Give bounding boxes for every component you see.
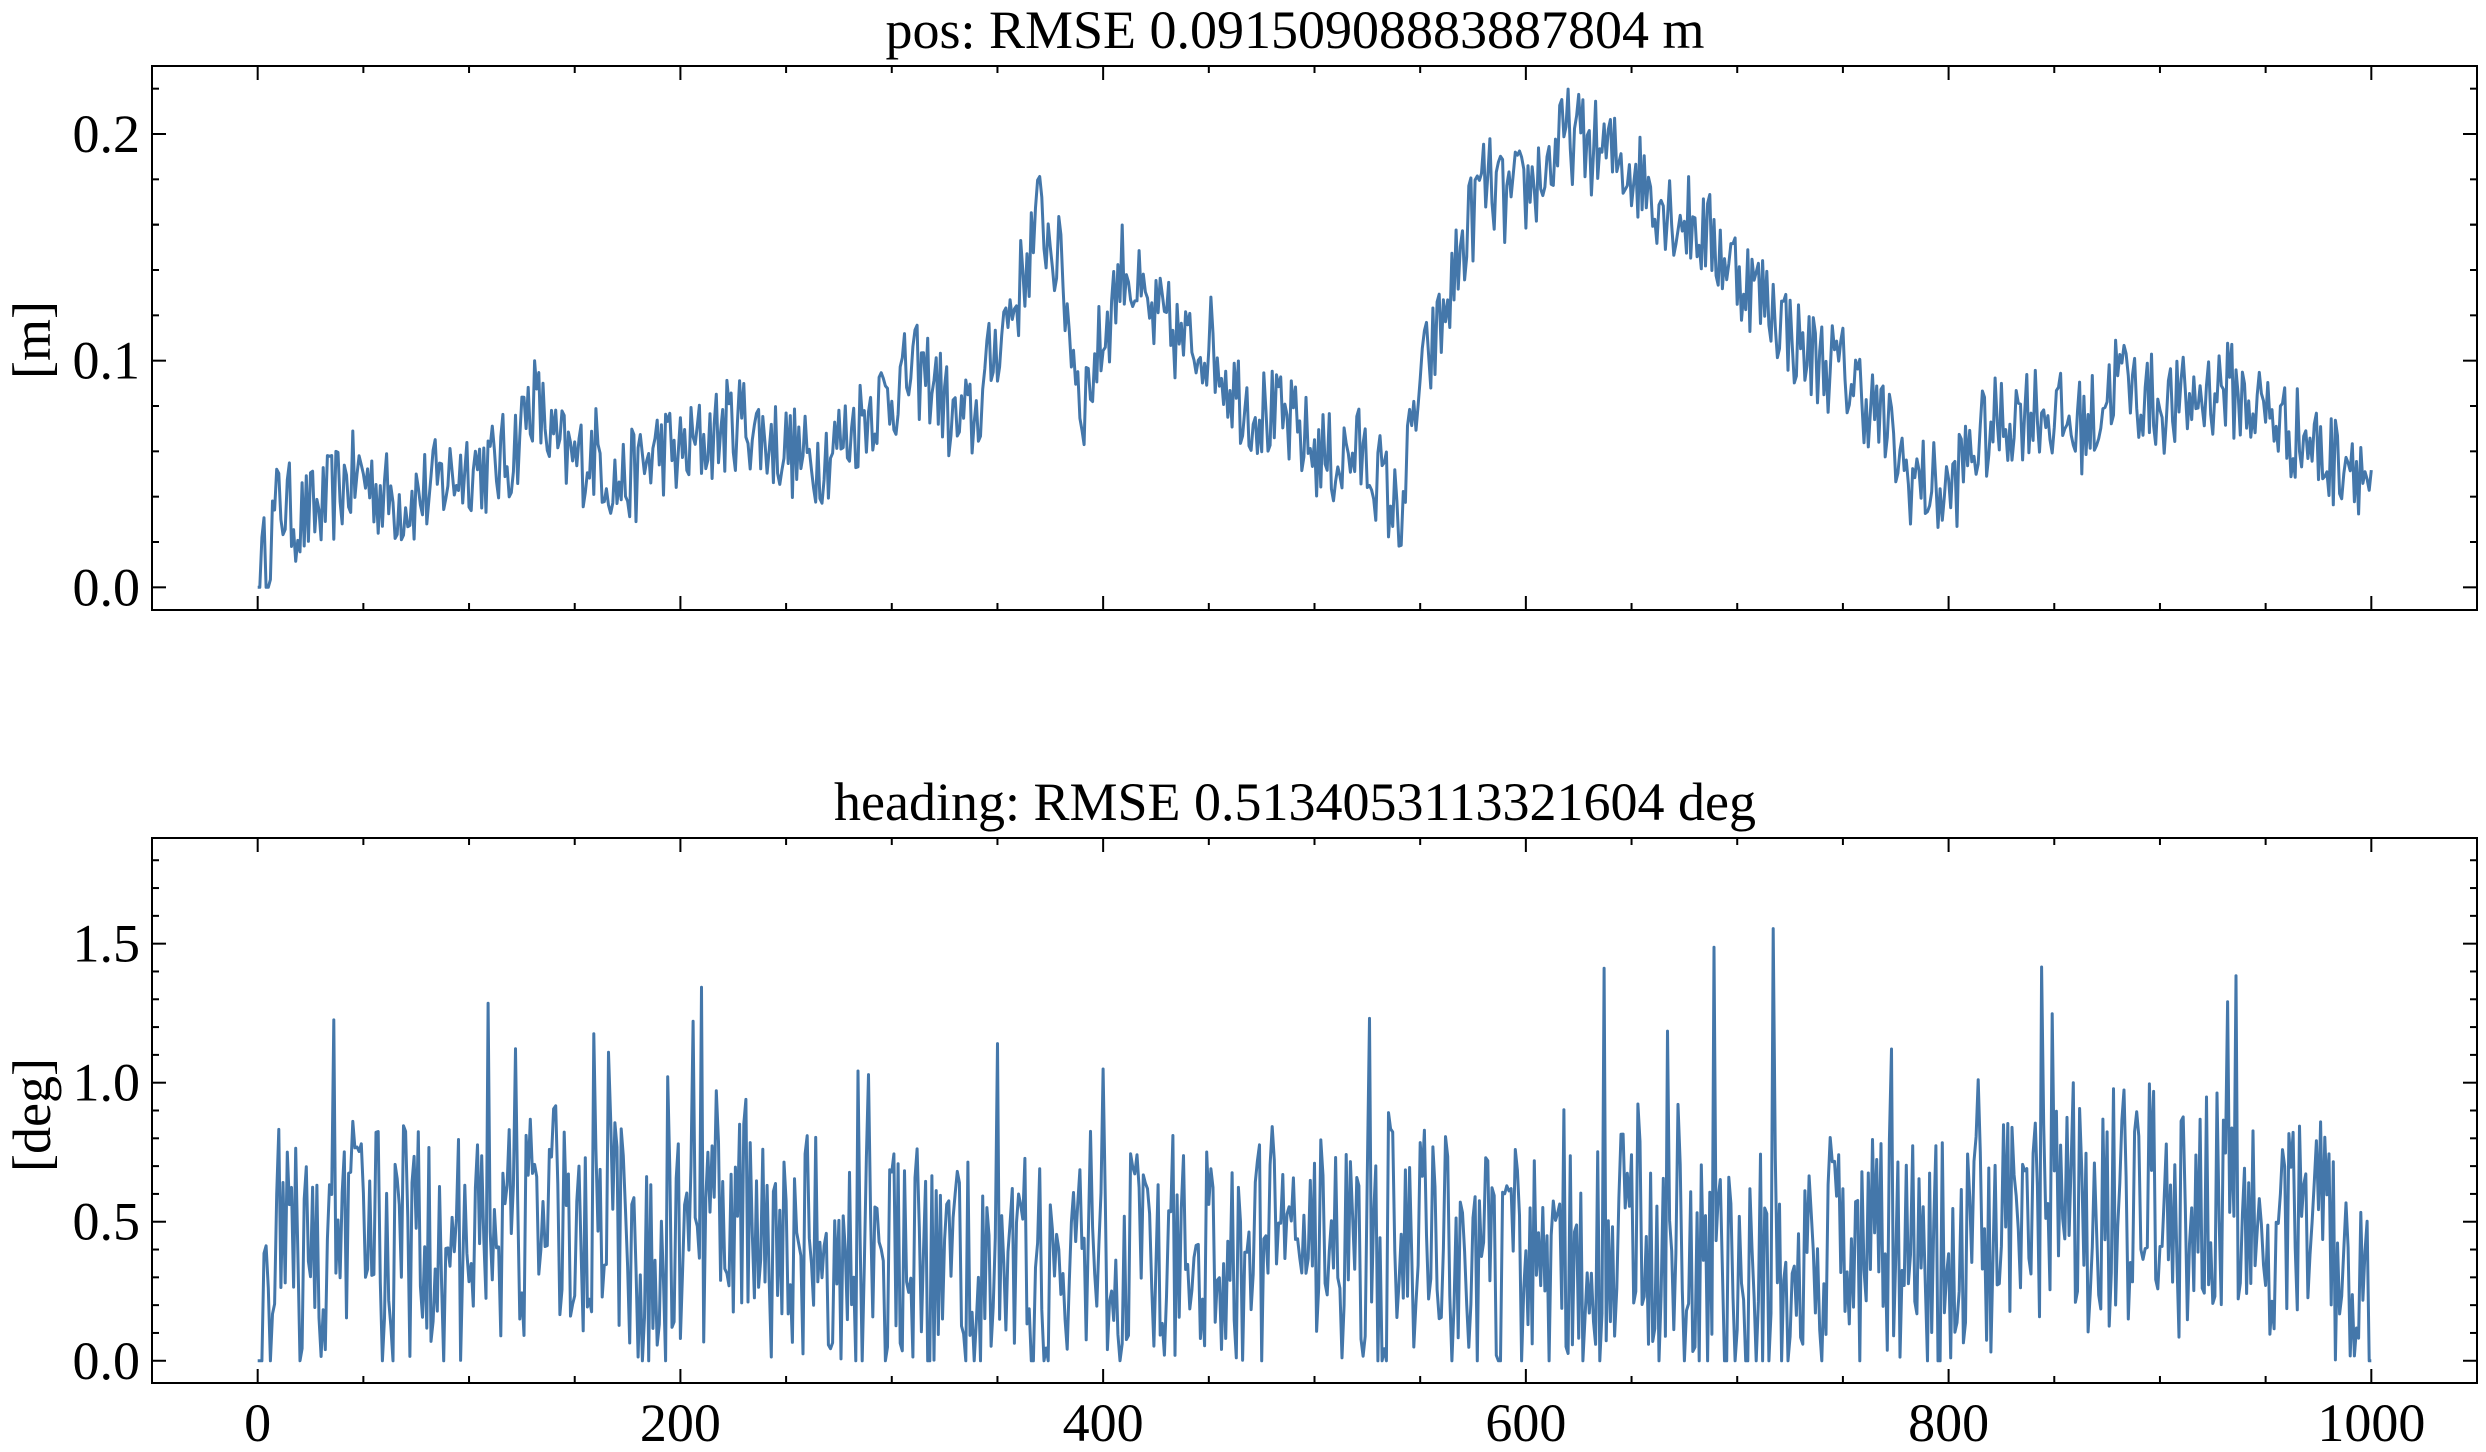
x-tick-label: 600 [1485, 1393, 1566, 1452]
x-tick-label: 200 [640, 1393, 721, 1452]
y-axis-label: [deg] [2, 1058, 62, 1172]
series-line [257, 87, 2373, 589]
chart-title: pos: RMSE 0.09150908883887804 m [885, 0, 1704, 60]
series-line [257, 927, 2372, 1363]
y-tick-label: 0.5 [73, 1192, 141, 1252]
tick-layer: 0.0 0.1 0.2 [73, 66, 2477, 617]
y-tick-label: 0.1 [73, 331, 141, 391]
x-tick-label: 400 [1063, 1393, 1144, 1452]
y-tick-label: 0.0 [73, 557, 141, 617]
y-tick-label: 0.0 [73, 1331, 141, 1391]
chart-title: heading: RMSE 0.5134053113321604 deg [834, 772, 1756, 832]
y-axis-label: [m] [2, 301, 62, 379]
series-layer [257, 927, 2372, 1363]
series-layer [257, 87, 2373, 589]
heading-error-chart: heading: RMSE 0.5134053113321604 deg [de… [2, 772, 2478, 1452]
y-tick-label: 1.0 [73, 1053, 141, 1113]
y-tick-label: 0.2 [73, 104, 141, 164]
position-error-chart: pos: RMSE 0.09150908883887804 m [m] 0.00… [2, 0, 2478, 617]
x-tick-label: 1000 [2317, 1393, 2425, 1452]
x-tick-label: 800 [1908, 1393, 1989, 1452]
plot-frame [151, 65, 2478, 611]
tick-layer: 0 200 400 600 800 1000 0.0 0.5 1.0 1.5 [73, 838, 2477, 1452]
plot-frame [151, 837, 2478, 1384]
y-tick-label: 1.5 [73, 914, 141, 974]
x-tick-label: 0 [244, 1393, 271, 1452]
